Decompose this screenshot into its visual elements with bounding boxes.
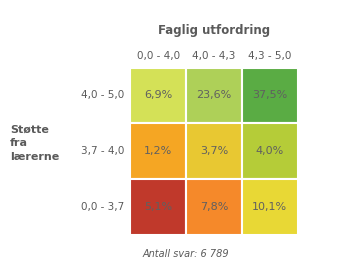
Text: Støtte: Støtte [10,124,49,135]
Text: fra: fra [10,138,28,148]
Text: 3,7%: 3,7% [200,146,228,156]
Bar [130,123,186,179]
Text: 10,1%: 10,1% [252,202,287,212]
Bar [242,68,298,123]
Bar [242,179,298,235]
Bar [186,123,242,179]
Bar [186,68,242,123]
Text: 1,2%: 1,2% [144,146,172,156]
Text: 0,0 - 4,0: 0,0 - 4,0 [136,51,180,61]
Text: 5,1%: 5,1% [144,202,172,212]
Text: 3,7 - 4,0: 3,7 - 4,0 [81,146,125,156]
Text: 23,6%: 23,6% [196,90,232,100]
Bar [186,179,242,235]
Text: lærerne: lærerne [10,151,59,162]
Text: 7,8%: 7,8% [200,202,228,212]
Bar [130,179,186,235]
Text: 37,5%: 37,5% [252,90,287,100]
Text: 6,9%: 6,9% [144,90,172,100]
Text: 4,0 - 4,3: 4,0 - 4,3 [192,51,236,61]
Text: Antall svar: 6 789: Antall svar: 6 789 [142,249,229,259]
Text: 4,0 - 5,0: 4,0 - 5,0 [82,90,125,100]
Text: 0,0 - 3,7: 0,0 - 3,7 [82,202,125,212]
Text: Faglig utfordring: Faglig utfordring [158,24,270,37]
Text: 4,3 - 5,0: 4,3 - 5,0 [248,51,292,61]
Bar [242,123,298,179]
Text: 4,0%: 4,0% [256,146,284,156]
Bar [130,68,186,123]
